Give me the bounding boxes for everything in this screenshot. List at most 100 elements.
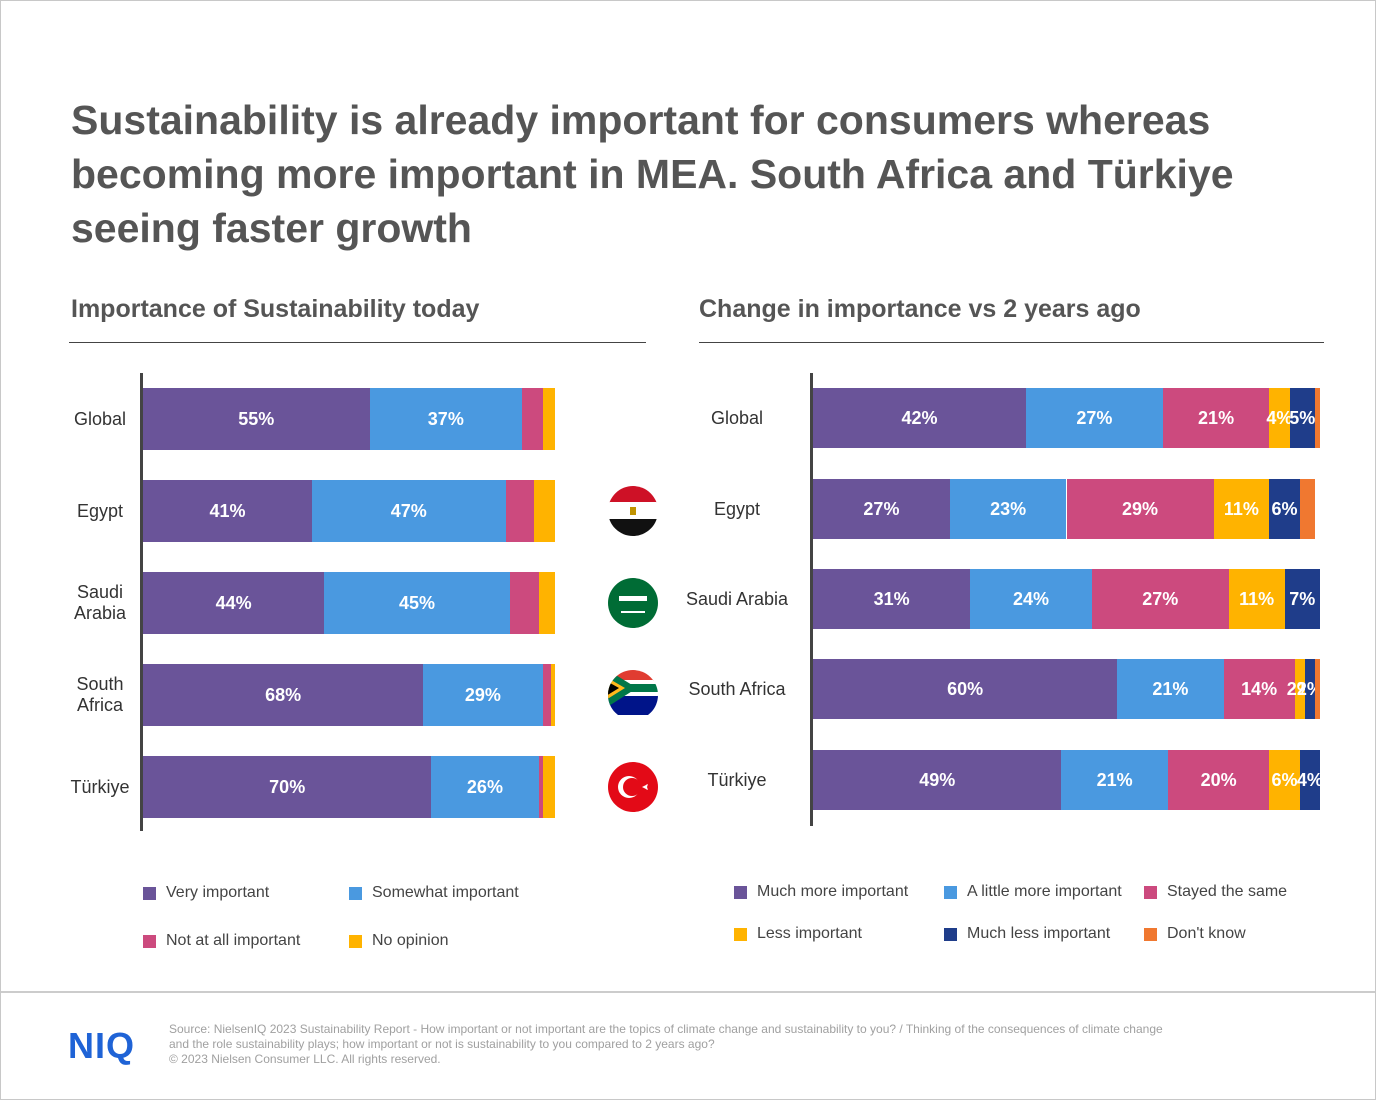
category-label: South Africa: [688, 678, 786, 699]
flag-turkiye: [608, 762, 658, 812]
data-label: 26%: [466, 776, 503, 797]
legend-swatch: [143, 887, 156, 900]
data-label: 68%: [265, 684, 302, 705]
category-label: South Africa: [76, 674, 124, 715]
bar-segment: [542, 664, 551, 726]
bar-segment: 27%: [1025, 388, 1163, 448]
data-label: 24%: [1012, 588, 1049, 609]
bar-segment: 2%: [1297, 659, 1323, 719]
legend-swatch: [1144, 928, 1157, 941]
category-label: Global: [73, 408, 127, 429]
legend-label: Somewhat important: [372, 884, 519, 901]
data-label: 4%: [1266, 407, 1293, 428]
flag-saudi: [608, 578, 658, 628]
bar-segment: 20%: [1167, 750, 1270, 810]
bar-segment: [538, 756, 543, 818]
data-label: 70%: [269, 776, 306, 797]
data-label: 44%: [215, 592, 252, 613]
bar-segment: 70%: [143, 756, 432, 818]
bar-segment: 29%: [423, 664, 543, 726]
category-label: Türkiye: [70, 776, 130, 797]
data-label: 42%: [901, 407, 938, 428]
bar-segment: 4%: [1296, 750, 1323, 810]
bar-segment: [1299, 479, 1315, 539]
data-label: 41%: [209, 500, 246, 521]
bar-segment: 37%: [369, 388, 523, 450]
data-label: 49%: [919, 769, 956, 790]
data-label: 23%: [990, 498, 1027, 519]
bar-segment: [538, 572, 555, 634]
data-label: 21%: [1096, 769, 1133, 790]
title-rule: [69, 342, 646, 343]
data-label: 60%: [947, 678, 984, 699]
category-label: Egypt: [713, 498, 761, 519]
data-label: 11%: [1239, 588, 1275, 609]
bar-segment: 4%: [1266, 388, 1293, 448]
legend-label: Much more important: [757, 883, 909, 900]
legend-label: Not at all important: [166, 932, 301, 949]
bar-segment: 21%: [1061, 750, 1168, 810]
data-label: 20%: [1200, 769, 1237, 790]
headline: Sustainability is already important for …: [71, 97, 1234, 251]
bar-segment: 44%: [143, 572, 325, 634]
data-label: 21%: [1152, 678, 1189, 699]
data-label: 11%: [1223, 498, 1259, 519]
bar-segment: 29%: [1066, 479, 1214, 539]
flag-egypt: [608, 486, 658, 536]
data-label: 14%: [1241, 678, 1278, 699]
bar-segment: [534, 480, 555, 542]
bar-segment: 45%: [324, 572, 510, 634]
data-label: 29%: [1121, 498, 1159, 519]
category-label: Global: [710, 407, 764, 428]
bar-segment: 6%: [1269, 479, 1300, 539]
chart-title: Importance of Sustainability today: [71, 295, 480, 323]
legend-label: No opinion: [372, 932, 449, 949]
legend-label: Less important: [757, 925, 862, 942]
legend-label: Very important: [166, 884, 270, 901]
bar-segment: 55%: [143, 388, 370, 450]
data-label: 21%: [1198, 407, 1235, 428]
title-rule: [699, 342, 1324, 343]
bar-segment: 42%: [813, 388, 1026, 448]
bar-segment: 60%: [813, 659, 1118, 719]
axis-line: [140, 373, 143, 831]
bar-segment: [1314, 659, 1320, 719]
bar-segment: 27%: [813, 479, 950, 539]
category-label: Saudi Arabia: [685, 588, 789, 609]
source-note: Source: NielsenIQ 2023 Sustainability Re…: [169, 1022, 1169, 1067]
legend-label: Stayed the same: [1167, 883, 1288, 900]
bar-segment: 21%: [1117, 659, 1224, 719]
logo: NIQ: [68, 1025, 136, 1066]
bar-segment: 24%: [970, 569, 1092, 629]
legend-label: A little more important: [967, 883, 1122, 900]
bar-segment: [542, 388, 555, 450]
bar-segment: 11%: [1213, 479, 1270, 539]
bar-segment: 47%: [311, 480, 506, 542]
legend-swatch: [734, 886, 747, 899]
legend-swatch: [349, 887, 362, 900]
category-label: Saudi Arabia: [73, 582, 127, 623]
legend-swatch: [734, 928, 747, 941]
chart-title: Change in importance vs 2 years ago: [699, 295, 1141, 323]
bar-segment: 5%: [1289, 388, 1315, 448]
bar-segment: 68%: [143, 664, 424, 726]
copyright: © 2023 Nielsen Consumer LLC. All rights …: [169, 1052, 441, 1066]
bar-segment: 7%: [1284, 569, 1320, 629]
legend-swatch: [143, 935, 156, 948]
bar-segment: 23%: [949, 479, 1067, 539]
bar-segment: [550, 664, 555, 726]
category-label: Türkiye: [707, 769, 767, 790]
data-label: 4%: [1296, 769, 1323, 790]
legend-label: Much less important: [967, 925, 1111, 942]
bar-segment: [522, 388, 543, 450]
bar-segment: [1314, 388, 1320, 448]
axis-line: [810, 373, 813, 826]
category-label: Egypt: [76, 500, 124, 521]
bar-segment: [505, 480, 535, 542]
bar-segment: 14%: [1223, 659, 1295, 719]
data-label: 6%: [1271, 769, 1298, 790]
legend-swatch: [944, 928, 957, 941]
source: Source: NielsenIQ 2023 Sustainability Re…: [169, 1022, 1163, 1051]
data-label: 31%: [873, 588, 910, 609]
data-label: 7%: [1289, 588, 1316, 609]
